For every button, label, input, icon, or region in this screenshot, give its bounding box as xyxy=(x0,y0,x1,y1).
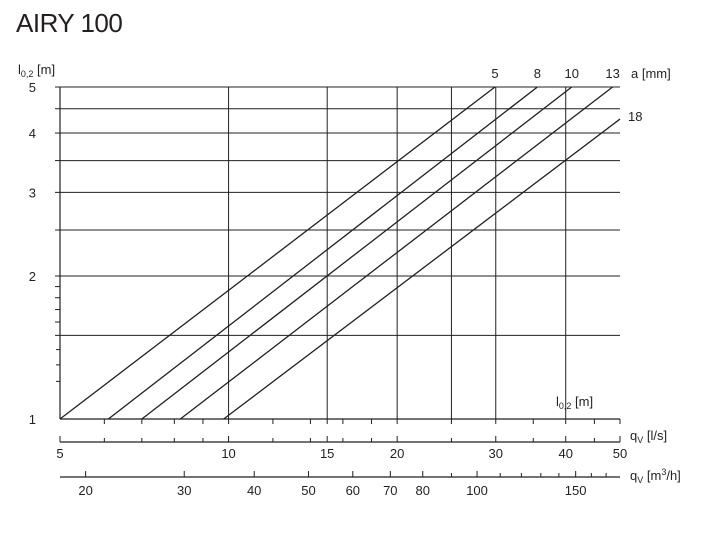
grid xyxy=(60,86,620,419)
x2-tick-label: 30 xyxy=(177,483,191,498)
x-tick-label: 50 xyxy=(613,446,627,461)
x-axis-label: qV [l/s] xyxy=(630,428,667,445)
x2-tick-label: 70 xyxy=(383,483,397,498)
x-tick-label: 5 xyxy=(56,446,63,461)
x2-tick-label: 50 xyxy=(301,483,315,498)
y-tick-label: 3 xyxy=(29,185,36,200)
series-legend-title: a [mm] xyxy=(631,66,671,81)
series-label-8: 8 xyxy=(534,66,541,81)
y-tick-label: 1 xyxy=(29,412,36,427)
x2-tick-label: 100 xyxy=(466,483,488,498)
chart-title: AIRY 100 xyxy=(16,8,123,38)
series-label-10: 10 xyxy=(565,66,579,81)
x-tick-label: 30 xyxy=(489,446,503,461)
x-tick-label: 40 xyxy=(558,446,572,461)
inner-label: l0,2 [m] xyxy=(556,394,593,411)
x2-tick-label: 20 xyxy=(78,483,92,498)
x2-axis-label: qV [m3/h] xyxy=(630,467,681,485)
y-axis: 1 2 3 4 5l0,2 [m] xyxy=(18,62,60,427)
x-tick-label: 15 xyxy=(320,446,334,461)
y-axis-label: l0,2 [m] xyxy=(18,62,55,79)
x2-tick-label: 150 xyxy=(565,483,587,498)
y-tick-label: 5 xyxy=(29,80,36,95)
series-line-5 xyxy=(59,86,496,420)
plot-frame xyxy=(59,87,620,420)
series-label-18: 18 xyxy=(628,109,642,124)
x-tick-label: 20 xyxy=(390,446,404,461)
label-group: 5 8 10 13 18 a [mm] l0,2 [m] xyxy=(491,66,670,411)
series-line-18 xyxy=(223,118,621,420)
y-tick-label: 4 xyxy=(29,126,36,141)
x2-tick-label: 60 xyxy=(346,483,360,498)
x-tick-label: 10 xyxy=(221,446,235,461)
y-tick-label: 2 xyxy=(29,269,36,284)
series-line-8 xyxy=(107,86,538,420)
series-label-5: 5 xyxy=(491,66,498,81)
x-axis-secondary: 20 30 40 50 60 70 80 100 150 qV [m3/h] xyxy=(60,467,681,498)
series-line-10 xyxy=(141,86,573,420)
series-label-13: 13 xyxy=(605,66,619,81)
x2-tick-label: 80 xyxy=(416,483,430,498)
series-group xyxy=(59,86,621,420)
x2-tick-label: 40 xyxy=(247,483,261,498)
series-line-13 xyxy=(179,86,613,420)
